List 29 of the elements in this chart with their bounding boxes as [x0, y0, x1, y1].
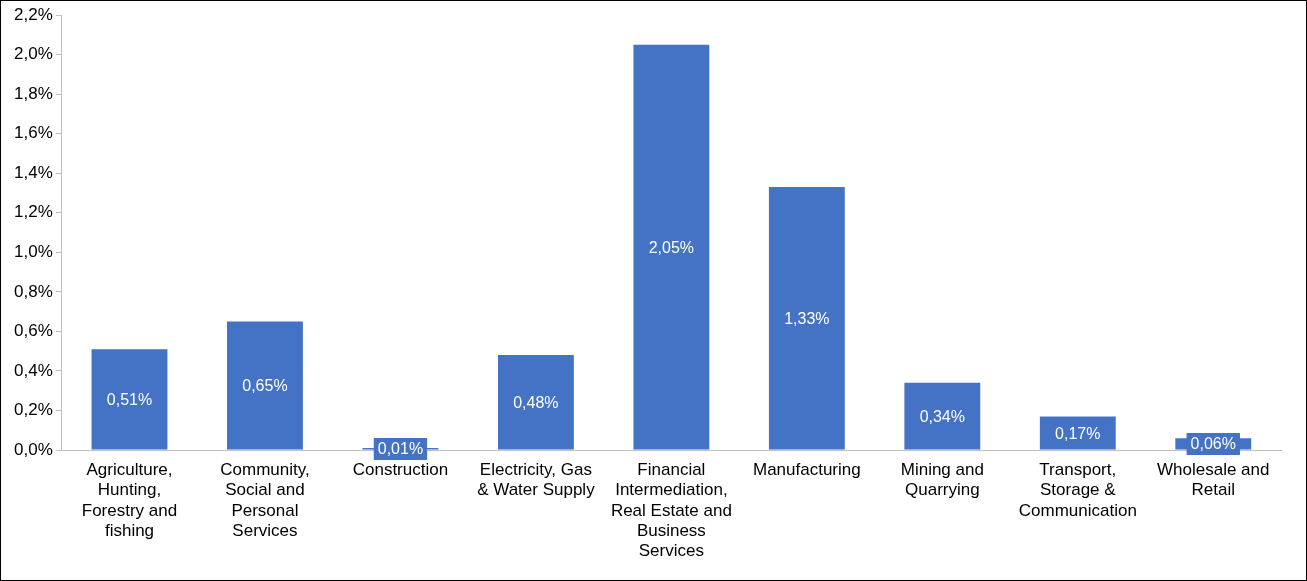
data-label: 0,48%	[513, 393, 559, 411]
y-tick-label: 2,2%	[14, 4, 53, 24]
data-label: 1,33%	[784, 309, 830, 327]
y-tick-label: 2,0%	[14, 44, 53, 64]
x-tick-label: Transport, Storage & Communication	[1018, 459, 1137, 520]
y-tick-label: 1,2%	[14, 202, 53, 222]
y-tick-label: 1,6%	[14, 123, 53, 143]
y-tick-label: 1,8%	[14, 83, 53, 103]
data-label: 0,34%	[919, 407, 966, 425]
data-label: 0,51%	[106, 390, 153, 408]
y-tick-label: 1,4%	[14, 162, 53, 182]
x-tick-label: Community, Social and Personal Services	[220, 459, 310, 541]
y-tick-label: 0,2%	[14, 400, 53, 420]
y-tick-label: 0,8%	[14, 281, 53, 301]
y-tick-label: 0,6%	[14, 321, 53, 341]
x-tick-label: Wholesale and Retail	[1157, 459, 1270, 500]
data-label: 2,05%	[648, 238, 695, 256]
data-label: 0,17%	[1055, 424, 1101, 442]
data-label: 0,65%	[242, 377, 288, 395]
y-tick-label: 0,0%	[14, 439, 53, 459]
x-tick-label: Construction	[352, 459, 449, 479]
x-tick-label: Manufacturing	[752, 459, 861, 479]
x-tick-label: Mining and Quarrying	[900, 459, 984, 500]
data-label: 0,06%	[1190, 435, 1236, 453]
x-tick-label: Electricity, Gas & Water Supply	[477, 459, 596, 500]
x-tick-label: Agriculture, Hunting, Forestry and fishing	[81, 459, 178, 541]
y-tick-label: 0,4%	[14, 360, 53, 380]
x-tick-label: Financial Intermediation, Real Estate and Business Services	[610, 459, 732, 561]
y-tick-label: 1,0%	[14, 241, 53, 261]
